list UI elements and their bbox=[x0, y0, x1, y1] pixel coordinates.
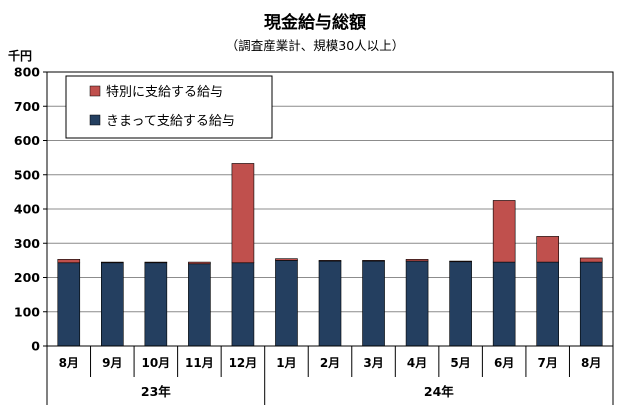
plot-frame bbox=[46, 71, 614, 347]
bar-special-pay bbox=[275, 258, 298, 261]
x-tick-label: 3月 bbox=[363, 356, 383, 370]
y-tick-label: 200 bbox=[14, 270, 40, 285]
x-tick-label: 8月 bbox=[59, 356, 79, 370]
bar-special-pay bbox=[492, 200, 516, 263]
x-tick-label: 5月 bbox=[450, 356, 470, 370]
y-tick-label: 500 bbox=[14, 167, 40, 182]
bars bbox=[57, 163, 603, 347]
y-tick-label: 600 bbox=[14, 133, 40, 148]
bar-regular-pay bbox=[231, 262, 255, 347]
bar-regular-pay bbox=[144, 262, 168, 347]
bar-special-pay bbox=[101, 261, 124, 264]
y-tick-label: 400 bbox=[14, 202, 40, 217]
x-tick-label: 6月 bbox=[494, 356, 514, 370]
x-tick-label: 10月 bbox=[141, 356, 170, 370]
legend-label-special: 特別に支給する給与 bbox=[106, 85, 223, 100]
bar-regular-pay bbox=[101, 262, 124, 347]
bar-special-pay bbox=[362, 260, 385, 262]
y-axis-ticks: 0 100 200 300 400 500 600 700 800 bbox=[14, 65, 47, 354]
bar-regular-pay bbox=[405, 260, 429, 347]
legend: 特別に支給する給与 きまって支給する給与 bbox=[65, 75, 273, 139]
x-axis: 8月 9月 10月 11月 12月 1月 2月 3月 4月 5月 6月 7月 8月 23年 24年 bbox=[46, 346, 614, 405]
year-group-label: 24年 bbox=[424, 384, 454, 399]
bar-regular-pay bbox=[579, 261, 603, 347]
x-tick-label: 4月 bbox=[407, 356, 427, 370]
y-tick-label: 300 bbox=[14, 236, 40, 251]
bar-special-pay bbox=[57, 259, 81, 264]
bar-regular-pay bbox=[57, 262, 81, 347]
y-tick-label: 700 bbox=[14, 99, 40, 114]
x-tick-label: 2月 bbox=[320, 356, 340, 370]
x-tick-label: 1月 bbox=[276, 356, 296, 370]
x-tick-label: 11月 bbox=[185, 356, 214, 370]
y-axis-unit: 千円 bbox=[8, 48, 32, 63]
chart-subtitle: （調査産業計、規模30人以上） bbox=[226, 38, 404, 53]
x-tick-label: 8月 bbox=[581, 356, 601, 370]
year-group-label: 23年 bbox=[141, 384, 171, 399]
legend-label-regular: きまって支給する給与 bbox=[106, 114, 235, 129]
bar-special-pay bbox=[405, 259, 429, 262]
bar-special-pay bbox=[188, 261, 211, 265]
bar-regular-pay bbox=[275, 260, 298, 347]
bar-regular-pay bbox=[188, 263, 211, 347]
chart-title: 現金給与総額 bbox=[264, 12, 366, 33]
y-tick-label: 800 bbox=[14, 65, 40, 80]
bar-regular-pay bbox=[536, 261, 559, 347]
y-tick-label: 0 bbox=[31, 339, 40, 354]
y-tick-label: 100 bbox=[14, 304, 40, 319]
bar-regular-pay bbox=[449, 261, 472, 347]
bar-regular-pay bbox=[362, 260, 385, 347]
bar-special-pay bbox=[144, 261, 168, 264]
legend-swatch-special bbox=[89, 85, 101, 97]
x-tick-label: 12月 bbox=[229, 356, 258, 370]
legend-swatch-regular bbox=[89, 114, 101, 126]
bar-regular-pay bbox=[318, 260, 342, 347]
bar-special-pay bbox=[318, 260, 342, 262]
bar-special-pay bbox=[231, 163, 255, 264]
legend-box bbox=[65, 75, 273, 139]
bar-regular-pay bbox=[492, 261, 516, 347]
bar-special-pay bbox=[536, 236, 559, 263]
bar-special-pay bbox=[449, 260, 472, 263]
x-tick-label: 9月 bbox=[102, 356, 122, 370]
bar-special-pay bbox=[579, 257, 603, 263]
x-tick-label: 7月 bbox=[538, 356, 558, 370]
